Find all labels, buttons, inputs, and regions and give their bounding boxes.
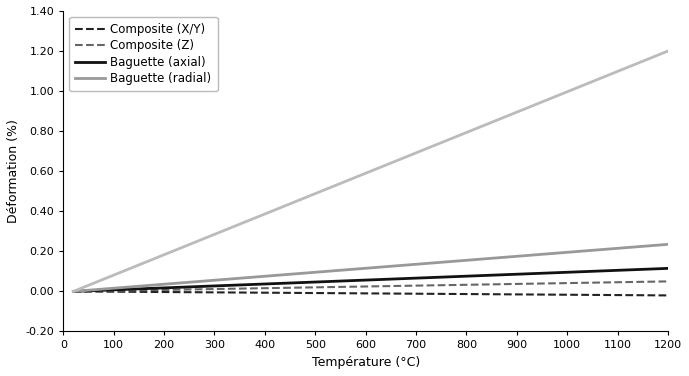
X-axis label: Température (°C): Température (°C) (311, 356, 420, 369)
Y-axis label: Déformation (%): Déformation (%) (7, 119, 20, 223)
Legend: Composite (X/Y), Composite (Z), Baguette (axial), Baguette (radial): Composite (X/Y), Composite (Z), Baguette… (69, 17, 218, 91)
